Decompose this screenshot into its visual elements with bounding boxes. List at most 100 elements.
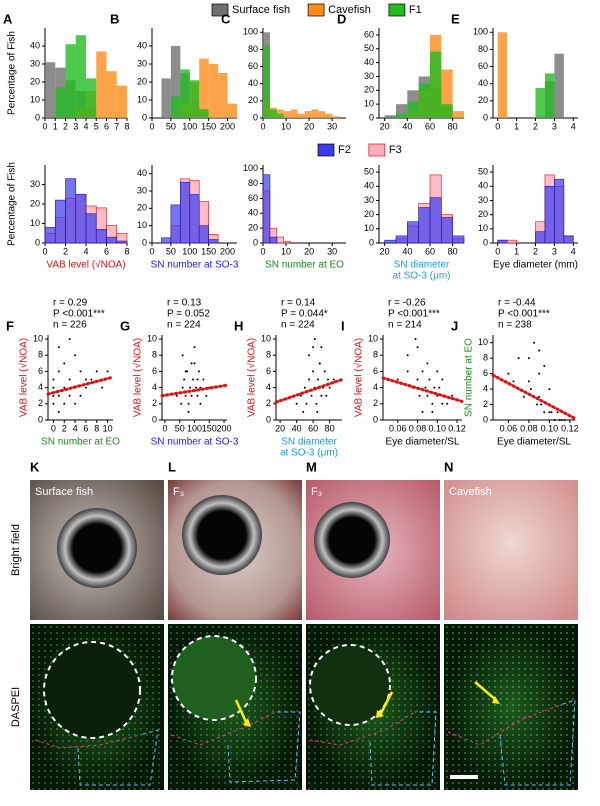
scatter-point bbox=[189, 386, 192, 389]
scatter-point bbox=[328, 386, 331, 389]
scatter-point bbox=[441, 402, 444, 405]
scatter-point bbox=[548, 388, 551, 391]
scale-bar bbox=[450, 775, 478, 779]
x-axis-label: SN number at SO-3 bbox=[151, 437, 239, 448]
x-tick-label: 4 bbox=[83, 246, 88, 256]
trend-line bbox=[274, 378, 344, 404]
x-tick-label: 0.12 bbox=[448, 423, 466, 433]
histogram-bar bbox=[418, 207, 431, 244]
x-tick-label: 10 bbox=[281, 121, 291, 131]
legend-label: F3 bbox=[389, 144, 402, 156]
scatter-point bbox=[406, 370, 409, 373]
y-tick-label: 20 bbox=[248, 223, 258, 233]
statistic: n = 224 bbox=[167, 320, 201, 331]
histogram-bar bbox=[506, 239, 517, 244]
y-tick-label: 8 bbox=[266, 350, 271, 360]
x-tick-label: 200 bbox=[220, 246, 235, 256]
scatter-point bbox=[548, 411, 551, 414]
scatter-point bbox=[90, 378, 93, 381]
scatter-point bbox=[184, 394, 187, 397]
statistic: P <0.001*** bbox=[498, 309, 550, 320]
x-tick-label: 0 bbox=[149, 121, 154, 131]
scatter-point bbox=[556, 411, 559, 414]
y-tick-label: 0 bbox=[38, 414, 43, 424]
x-tick-label: 2 bbox=[62, 423, 67, 433]
panel-label: E bbox=[451, 11, 460, 26]
scatter-point bbox=[426, 362, 429, 365]
y-tick-label: 100 bbox=[243, 163, 258, 173]
x-tick-label: 8 bbox=[124, 246, 129, 256]
y-tick-label: 4 bbox=[152, 382, 157, 392]
scatter-point bbox=[312, 346, 315, 349]
x-tick-label: 0 bbox=[42, 246, 47, 256]
y-tick-label: 10 bbox=[147, 333, 157, 343]
x-tick-label: 50 bbox=[166, 121, 176, 131]
x-tick-label: 100 bbox=[182, 121, 197, 131]
scatter-point bbox=[52, 394, 55, 397]
scatter-point bbox=[199, 386, 202, 389]
outline bbox=[499, 699, 576, 786]
scatter-point bbox=[550, 411, 553, 414]
y-tick-label: 40 bbox=[478, 78, 488, 88]
eye-outline bbox=[171, 635, 257, 721]
statistic: P = 0.052 bbox=[167, 309, 210, 320]
y-tick-label: 0 bbox=[369, 237, 374, 247]
bright-field-image bbox=[444, 480, 578, 620]
panel-label: F bbox=[6, 318, 14, 333]
scatter-point bbox=[421, 410, 424, 413]
y-tick-label: 30 bbox=[137, 58, 147, 68]
y-tick-label: 0 bbox=[483, 112, 488, 122]
y-tick-label: 10 bbox=[364, 223, 374, 233]
scatter-point bbox=[302, 410, 305, 413]
x-tick-label: 4 bbox=[83, 121, 88, 131]
photo-caption: F₃ bbox=[311, 486, 322, 498]
arrow bbox=[234, 699, 248, 723]
y-tick-label: 40 bbox=[30, 40, 40, 50]
histogram-bar bbox=[85, 213, 97, 244]
y-tick-label: 50 bbox=[364, 43, 374, 53]
scatter-point bbox=[95, 370, 98, 373]
y-tick-label: 0 bbox=[483, 414, 488, 424]
scatter-point bbox=[57, 346, 60, 349]
scatter-point bbox=[316, 410, 319, 413]
statistic: n = 214 bbox=[388, 320, 422, 331]
x-axis-label: SN diameter bbox=[394, 260, 450, 271]
x-tick-label: 0 bbox=[495, 121, 500, 131]
histogram-bar bbox=[318, 111, 326, 118]
y-tick-label: 80 bbox=[248, 178, 258, 188]
legend-swatch bbox=[388, 3, 406, 17]
scatter-point bbox=[199, 402, 202, 405]
scatter-point bbox=[441, 378, 444, 381]
scatter-point bbox=[533, 341, 535, 344]
x-axis-label: Eye diameter (mm) bbox=[493, 260, 578, 271]
panel-label: C bbox=[221, 11, 231, 26]
scatter-point bbox=[181, 354, 184, 357]
x-tick-label: 200 bbox=[217, 423, 232, 433]
eye bbox=[57, 508, 137, 588]
scatter-point bbox=[52, 402, 55, 405]
x-axis-label: at SO-3 (μm) bbox=[393, 271, 451, 282]
y-tick-label: 6 bbox=[483, 368, 488, 378]
x-tick-label: 60 bbox=[308, 423, 318, 433]
histogram-bar bbox=[384, 115, 396, 118]
arrowhead bbox=[492, 696, 500, 704]
scatter-point bbox=[318, 362, 321, 365]
scatter-point bbox=[84, 378, 87, 381]
histogram-bar bbox=[430, 51, 442, 118]
scatter-point bbox=[317, 378, 320, 381]
y-tick-label: 4 bbox=[483, 383, 488, 393]
histogram-bar bbox=[44, 227, 56, 244]
y-tick-label: 10 bbox=[30, 218, 40, 228]
legend-label: F1 bbox=[409, 4, 422, 16]
panel-label: K bbox=[30, 459, 40, 474]
y-tick-label: 10 bbox=[30, 94, 40, 104]
scatter-point bbox=[313, 338, 316, 341]
x-tick-label: 6 bbox=[104, 246, 109, 256]
y-tick-label: 0 bbox=[35, 112, 40, 122]
scatter-point bbox=[57, 370, 60, 373]
x-tick-label: 0 bbox=[51, 423, 56, 433]
histogram-bar bbox=[297, 113, 305, 118]
y-axis-label: Percentage of Fish bbox=[7, 162, 18, 246]
scatter-point bbox=[538, 372, 541, 375]
y-tick-label: 40 bbox=[248, 78, 258, 88]
